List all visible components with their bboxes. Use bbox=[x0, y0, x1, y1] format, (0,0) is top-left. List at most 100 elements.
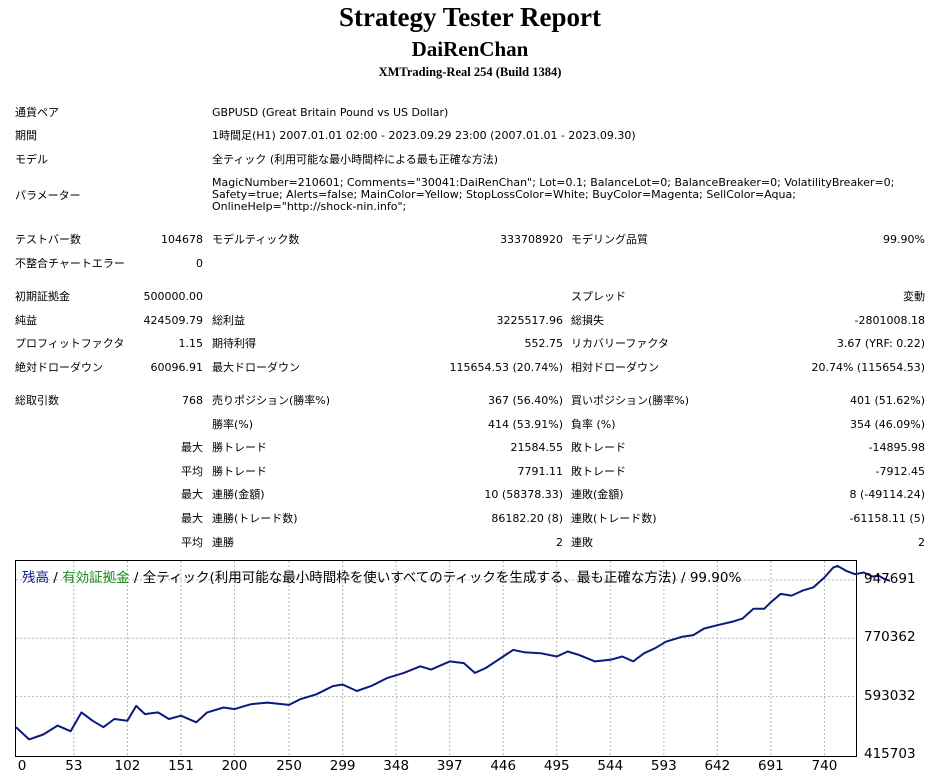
abs-dd-value: 60096.91 bbox=[150, 361, 204, 374]
short-label: 売りポジション(勝率%) bbox=[212, 394, 331, 407]
max-label: 最大 bbox=[181, 488, 203, 501]
pf-label: プロフィットファクタ bbox=[15, 337, 125, 350]
x-tick-label: 495 bbox=[543, 758, 570, 774]
loss-pct-label: 負率 (%) bbox=[571, 418, 616, 431]
cons-wins-amt-value: 10 (58378.33) bbox=[484, 488, 563, 501]
win-pct-value: 414 (53.91%) bbox=[487, 418, 563, 431]
y-tick-label: 593032 bbox=[864, 687, 916, 704]
avg-losses-value: 2 bbox=[918, 536, 925, 549]
x-tick-label: 102 bbox=[114, 758, 141, 774]
x-tick-label: 642 bbox=[704, 758, 731, 774]
trades-value: 768 bbox=[182, 394, 203, 407]
rel-dd-value: 20.74% (115654.53) bbox=[811, 361, 925, 374]
payoff-value: 552.75 bbox=[524, 337, 564, 350]
params-value: MagicNumber=210601; Comments="30041:DaiR… bbox=[212, 176, 895, 213]
net-value: 424509.79 bbox=[143, 314, 204, 327]
spread-label: スプレッド bbox=[571, 290, 626, 303]
x-tick-label: 446 bbox=[490, 758, 517, 774]
x-tick-label: 200 bbox=[221, 758, 248, 774]
params-label: パラメーター bbox=[15, 189, 81, 202]
avg-win-value: 7791.11 bbox=[517, 465, 564, 478]
balance-line bbox=[15, 564, 891, 741]
spread-value: 変動 bbox=[903, 290, 925, 303]
cons-loss-value: -61158.11 (5) bbox=[849, 512, 925, 525]
gross-profit-value: 3225517.96 bbox=[496, 314, 563, 327]
bars-value: 104678 bbox=[161, 233, 203, 246]
max-label: 最大 bbox=[181, 441, 203, 454]
report-title: Strategy Tester Report bbox=[339, 2, 601, 32]
legend-equity: 有効証拠金 bbox=[62, 570, 130, 586]
avg-label: 平均 bbox=[181, 536, 203, 549]
win-pct-label: 勝率(%) bbox=[212, 418, 254, 431]
mismatch-label: 不整合チャートエラー bbox=[15, 257, 125, 270]
payoff-label: 期待利得 bbox=[212, 337, 256, 350]
max-loss-value: -14895.98 bbox=[868, 441, 925, 454]
avg-loss-label: 敗トレード bbox=[571, 465, 626, 478]
x-tick-label: 593 bbox=[650, 758, 677, 774]
long-label: 買いポジション(勝率%) bbox=[571, 394, 690, 407]
recovery-label: リカバリーファクタ bbox=[571, 337, 669, 350]
avg-losses-label: 連敗 bbox=[571, 536, 593, 549]
ticks-label: モデルティック数 bbox=[212, 233, 300, 246]
gross-loss-value: -2801008.18 bbox=[854, 314, 925, 327]
gross-loss-label: 総損失 bbox=[571, 314, 604, 327]
avg-win-label: 勝トレード bbox=[212, 465, 267, 478]
avg-wins-label: 連勝 bbox=[212, 536, 234, 549]
expert-name: DaiRenChan bbox=[411, 37, 529, 61]
max-label: 最大 bbox=[181, 512, 203, 525]
cons-loss-label: 連敗(トレード数) bbox=[571, 512, 657, 525]
avg-loss-value: -7912.45 bbox=[875, 465, 925, 478]
period-label: 期間 bbox=[15, 129, 37, 142]
max-dd-label: 最大ドローダウン bbox=[212, 361, 300, 374]
pair-label: 通貨ペア bbox=[15, 106, 59, 119]
loss-pct-value: 354 (46.09%) bbox=[849, 418, 925, 431]
bars-label: テストバー数 bbox=[15, 233, 81, 246]
x-tick-label: 151 bbox=[168, 758, 194, 774]
legend-separator: / bbox=[49, 570, 63, 586]
cons-wins-amt-label: 連勝(金額) bbox=[212, 488, 265, 501]
cons-losses-amt-label: 連敗(金額) bbox=[571, 488, 624, 501]
x-tick-label: 544 bbox=[597, 758, 624, 774]
cons-losses-amt-value: 8 (-49114.24) bbox=[849, 488, 925, 501]
deposit-label: 初期証拠金 bbox=[15, 290, 70, 303]
model-value: 全ティック (利用可能な最小時間枠による最も正確な方法) bbox=[212, 153, 499, 166]
gross-profit-label: 総利益 bbox=[212, 314, 245, 327]
ticks-value: 333708920 bbox=[500, 233, 563, 246]
recovery-value: 3.67 (YRF: 0.22) bbox=[836, 337, 925, 350]
avg-wins-value: 2 bbox=[556, 536, 563, 549]
x-tick-label: 348 bbox=[383, 758, 410, 774]
rel-dd-label: 相対ドローダウン bbox=[571, 361, 659, 374]
y-tick-label: 415703 bbox=[864, 746, 916, 762]
x-tick-label: 0 bbox=[17, 758, 27, 774]
balance-chart bbox=[15, 560, 857, 757]
x-tick-label: 397 bbox=[436, 758, 463, 774]
net-label: 純益 bbox=[15, 314, 37, 327]
period-value: 1時間足(H1) 2007.01.01 02:00 - 2023.09.29 2… bbox=[212, 129, 636, 142]
x-tick-label: 53 bbox=[65, 758, 83, 774]
pair-value: GBPUSD (Great Britain Pound vs US Dollar… bbox=[212, 106, 449, 119]
quality-value: 99.90% bbox=[883, 233, 925, 246]
deposit-value: 500000.00 bbox=[143, 290, 204, 303]
x-tick-label: 740 bbox=[811, 758, 838, 774]
pf-value: 1.15 bbox=[178, 337, 204, 350]
max-dd-value: 115654.53 (20.74%) bbox=[449, 361, 563, 374]
trades-label: 総取引数 bbox=[15, 394, 59, 407]
max-win-value: 21584.55 bbox=[510, 441, 564, 454]
x-tick-label: 299 bbox=[329, 758, 356, 774]
model-label: モデル bbox=[15, 153, 48, 166]
quality-label: モデリング品質 bbox=[571, 233, 648, 246]
cons-profit-label: 連勝(トレード数) bbox=[212, 512, 298, 525]
mismatch-value: 0 bbox=[196, 257, 203, 270]
cons-profit-value: 86182.20 (8) bbox=[491, 512, 563, 525]
legend-description: / 全ティック(利用可能な最小時間枠を使いすべてのティックを生成する、最も正確な… bbox=[129, 570, 742, 586]
max-win-label: 勝トレード bbox=[212, 441, 267, 454]
long-value: 401 (51.62%) bbox=[849, 394, 925, 407]
short-value: 367 (56.40%) bbox=[487, 394, 563, 407]
y-tick-label: 947691 bbox=[864, 570, 916, 587]
legend-balance: 残高 bbox=[22, 570, 49, 586]
y-tick-label: 770362 bbox=[864, 629, 916, 646]
abs-dd-label: 絶対ドローダウン bbox=[15, 361, 103, 374]
server-info: XMTrading-Real 254 (Build 1384) bbox=[378, 65, 562, 79]
chart-legend: 残高 / 有効証拠金 / 全ティック(利用可能な最小時間枠を使いすべてのティック… bbox=[22, 566, 741, 586]
